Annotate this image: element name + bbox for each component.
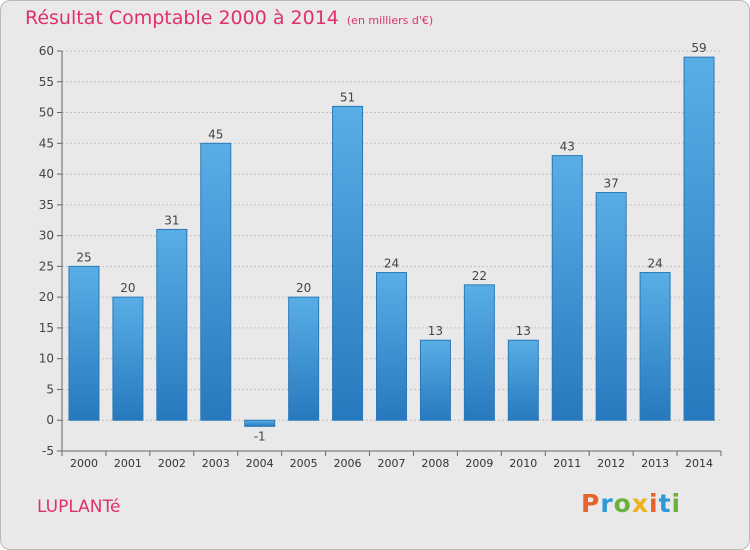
logo-letter: t: [658, 489, 672, 518]
y-tick-label: 5: [46, 382, 54, 396]
bar: [595, 192, 627, 421]
y-tick-label: 30: [39, 229, 54, 243]
x-tick-label: 2009: [465, 457, 493, 470]
logo-letter: P: [581, 489, 601, 518]
logo-letter: i: [671, 489, 682, 518]
x-tick-label: 2011: [553, 457, 581, 470]
data-labels: 25 20 31 45 -1 20 51 24 13 22 13 43 37 24 59: [76, 41, 706, 443]
bar: [419, 339, 451, 421]
x-tick-label: 2001: [114, 457, 142, 470]
data-label: 51: [340, 90, 355, 104]
logo-letter: x: [631, 489, 649, 518]
data-label: 22: [472, 269, 487, 283]
logo-letter: o: [613, 489, 632, 518]
data-label: -1: [254, 429, 266, 443]
bar: [68, 265, 100, 421]
y-tick-label: -5: [42, 444, 54, 458]
data-label: 43: [560, 140, 575, 154]
x-tick-label: 2012: [597, 457, 625, 470]
y-tick-label: 35: [39, 198, 54, 212]
y-tick-label: 60: [39, 44, 54, 58]
data-label: 24: [384, 257, 399, 271]
bar: [244, 419, 276, 427]
logo-letter: i: [649, 489, 659, 518]
bar: [112, 296, 144, 421]
bar: [507, 339, 539, 421]
title-unit: (en milliers d'€): [346, 14, 434, 27]
data-label: 25: [76, 250, 91, 264]
title-text: Résultat Comptable 2000 à 2014: [25, 7, 339, 29]
y-tick-label: 0: [46, 413, 54, 427]
x-tick-label: 2008: [421, 457, 449, 470]
bar: [683, 56, 715, 421]
data-label: 45: [208, 127, 223, 141]
data-label: 31: [164, 213, 179, 227]
x-tick-label: 2007: [378, 457, 406, 470]
x-tick-label: 2013: [641, 457, 669, 470]
commune-name: LUPLANTé: [37, 497, 121, 517]
x-tick-label: 2000: [70, 457, 98, 470]
x-tick-label: 2010: [509, 457, 537, 470]
bar: [551, 155, 583, 421]
y-tick-label: 40: [39, 167, 54, 181]
x-tick-label: 2005: [290, 457, 318, 470]
y-tick-label: 10: [39, 352, 54, 366]
bar: [156, 228, 188, 421]
data-label: 13: [516, 324, 531, 338]
proxiti-logo: Proxiti: [581, 489, 681, 518]
bars: [68, 56, 715, 427]
axes: -5 0 5 10 15 20 25 30 35 40 45 50 55 60 2000 2001 2002 20…: [39, 44, 722, 470]
bar: [463, 284, 495, 421]
y-tick-label: 45: [39, 136, 54, 150]
x-tick-label: 2002: [158, 457, 186, 470]
y-tick-label: 25: [39, 259, 54, 273]
chart-title: Résultat Comptable 2000 à 2014 (en millie…: [25, 7, 433, 29]
x-tick-label: 2014: [685, 457, 713, 470]
bar: [332, 105, 364, 421]
x-tick-label: 2003: [202, 457, 230, 470]
data-label: 20: [120, 281, 135, 295]
logo-letter: r: [600, 489, 614, 518]
data-label: 37: [604, 177, 619, 191]
bar: [200, 142, 232, 421]
bar: [376, 272, 407, 421]
bar: [639, 272, 671, 421]
data-label: 20: [296, 281, 311, 295]
x-tick-label: 2004: [246, 457, 274, 470]
x-tick-label: 2006: [334, 457, 362, 470]
y-tick-label: 50: [39, 106, 54, 120]
bar: [288, 296, 320, 421]
data-label: 13: [428, 324, 443, 338]
data-label: 24: [647, 257, 662, 271]
data-label: 59: [691, 41, 706, 55]
y-tick-label: 20: [39, 290, 54, 304]
y-tick-label: 55: [39, 75, 54, 89]
y-tick-label: 15: [39, 321, 54, 335]
